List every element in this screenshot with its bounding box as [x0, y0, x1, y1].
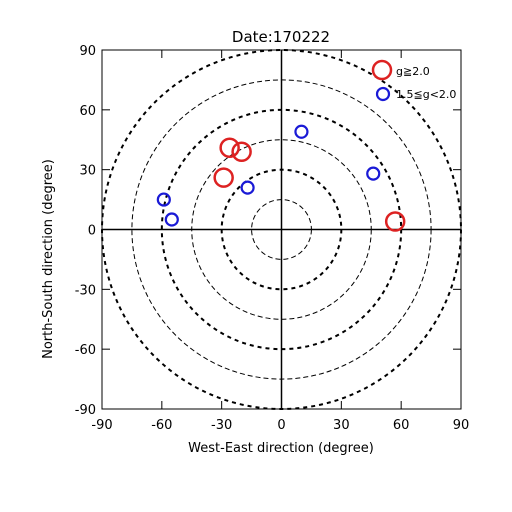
point-series1-3	[156, 192, 171, 207]
y-tick-label: -60	[75, 343, 96, 358]
x-tick-label: -60	[151, 418, 172, 433]
point-series1-4	[164, 212, 179, 227]
x-tick-label: 30	[333, 418, 350, 433]
x-tick-label: 0	[277, 418, 285, 433]
y-tick-label: 30	[79, 164, 96, 179]
y-tick-label: 60	[79, 104, 96, 119]
point-series0-1	[231, 141, 252, 162]
y-ticks: -90 -60 -30 0 30 60 90	[75, 44, 461, 418]
point-series1-0	[294, 124, 309, 139]
y-tick-label: 90	[79, 44, 96, 59]
data-points	[156, 124, 406, 232]
x-axis-label: West-East direction (degree)	[188, 441, 374, 456]
point-series0-3	[384, 211, 406, 232]
legend-marker-0	[371, 59, 393, 81]
y-tick-label: -30	[75, 283, 96, 298]
point-series0-2	[213, 167, 234, 188]
point-series1-1	[366, 166, 381, 181]
x-tick-label: -90	[91, 418, 112, 433]
legend-label-1: 1.5≦g<2.0	[396, 88, 456, 101]
legend-label-0: g≧2.0	[396, 65, 430, 78]
axes	[101, 49, 462, 410]
y-tick-label: 0	[88, 224, 96, 239]
chart-title: Date:170222	[232, 28, 330, 46]
x-tick-label: 90	[453, 418, 470, 433]
legend-marker-1	[375, 86, 391, 102]
point-series1-2	[240, 180, 255, 195]
y-tick-label: -90	[75, 403, 96, 418]
x-tick-label: 60	[393, 418, 410, 433]
x-ticks: -90 -60 -30 0 30 60 90	[91, 50, 469, 433]
y-axis-label: North-South direction (degree)	[41, 159, 56, 359]
x-tick-label: -30	[211, 418, 232, 433]
legend: g≧2.0 1.5≦g<2.0	[371, 59, 456, 102]
point-series0-0	[219, 137, 240, 158]
